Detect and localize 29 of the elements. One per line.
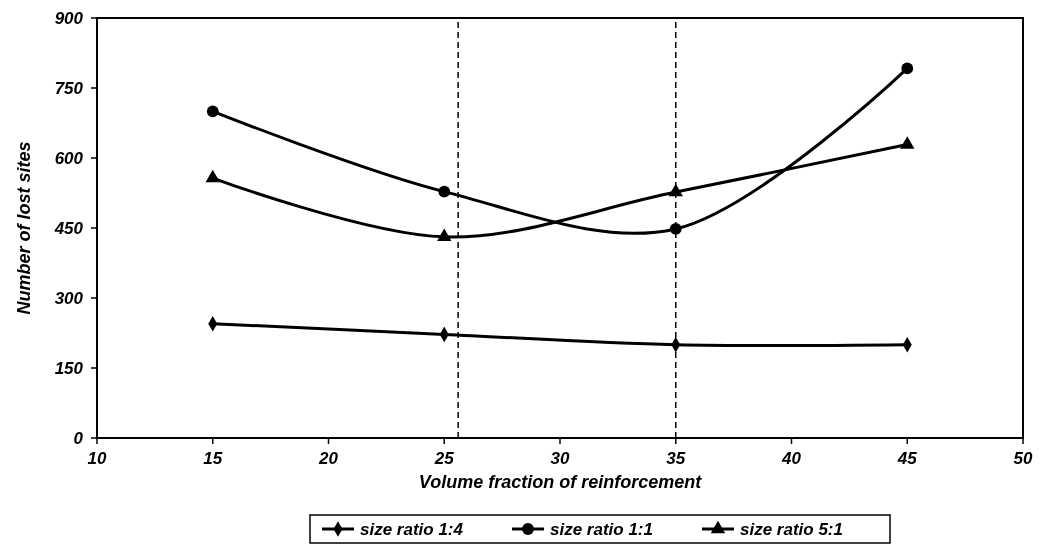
- x-tick-label: 10: [87, 449, 107, 468]
- point: [205, 169, 220, 183]
- x-tick-label: 45: [896, 449, 918, 468]
- x-tick-label: 15: [203, 449, 223, 468]
- x-tick-label: 40: [781, 449, 802, 468]
- y-tick-label: 750: [54, 79, 84, 98]
- point: [206, 105, 219, 118]
- point: [669, 223, 682, 235]
- point: [668, 183, 683, 197]
- point: [900, 136, 915, 149]
- y-axis-title: Number of lost sites: [14, 141, 34, 315]
- y-tick-label: 900: [54, 9, 84, 28]
- point: [438, 185, 451, 198]
- legend-label: size ratio 1:1: [550, 520, 653, 539]
- point: [901, 62, 914, 75]
- point: [437, 228, 452, 242]
- legend-label: size ratio 1:4: [360, 520, 464, 539]
- x-tick-label: 35: [666, 449, 686, 468]
- y-tick-label: 600: [54, 149, 84, 168]
- x-tick-label: 20: [318, 449, 339, 468]
- x-axis-title: Volume fraction of reinforcement: [418, 472, 703, 492]
- x-tick-label: 50: [1013, 449, 1033, 468]
- y-tick-label: 0: [73, 429, 84, 448]
- x-tick-label: 25: [433, 449, 455, 468]
- legend-label: size ratio 5:1: [740, 520, 843, 539]
- x-tick-label: 30: [550, 449, 570, 468]
- y-tick-label: 300: [54, 289, 84, 308]
- y-tick-label: 150: [54, 359, 84, 378]
- y-tick-label: 450: [53, 219, 84, 238]
